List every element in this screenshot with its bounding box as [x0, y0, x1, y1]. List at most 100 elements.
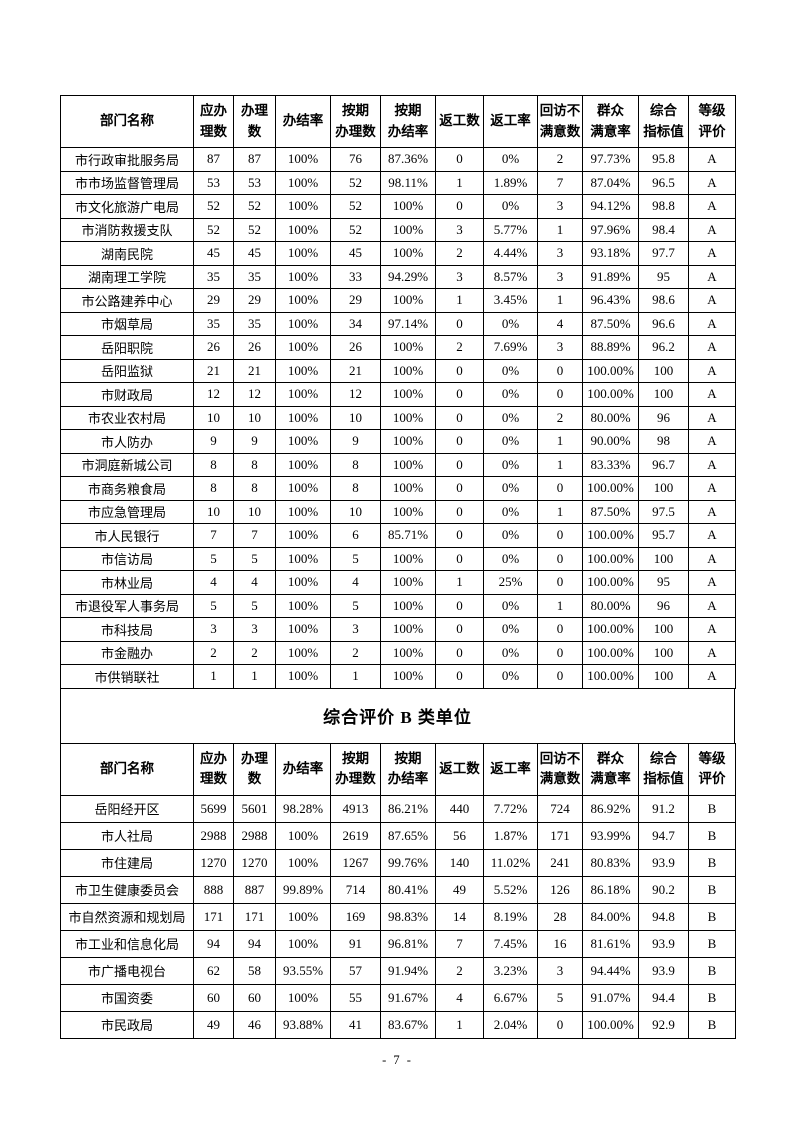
value-cell: 100% — [275, 821, 331, 850]
column-header: 综合 指标值 — [638, 742, 689, 796]
section-b-title: 综合评价 B 类单位 — [323, 708, 472, 727]
value-cell: 100.00% — [582, 358, 639, 383]
table-row: 岳阳经开区 5699 5601 98.28% 4913 86.21% 440 7.72% 724… — [60, 794, 736, 823]
value-cell: 25% — [483, 570, 538, 595]
value-cell: 93.18% — [582, 241, 639, 266]
value-cell: 45 — [233, 241, 276, 266]
value-cell: 0% — [483, 311, 538, 336]
value-cell: 0 — [435, 452, 484, 477]
value-cell: 1.89% — [483, 170, 538, 195]
department-name-cell: 市退役军人事务局 — [60, 593, 194, 618]
value-cell: 100% — [275, 848, 331, 877]
value-cell: 2 — [435, 335, 484, 360]
value-cell: 100% — [275, 593, 331, 618]
value-cell: 888 — [193, 875, 234, 904]
table-row: 岳阳职院 26 26 100% 26 100% 2 7.69% 3 88.89% 96.2 A — [60, 335, 736, 360]
value-cell: 46 — [233, 1010, 276, 1039]
department-name-cell: 市农业农村局 — [60, 405, 194, 430]
value-cell: B — [688, 875, 736, 904]
value-cell: 2988 — [193, 821, 234, 850]
value-cell: B — [688, 794, 736, 823]
table-row: 市人社局 2988 2988 100% 2619 87.65% 56 1.87% 171 93.9… — [60, 821, 736, 850]
column-header: 应办 理数 — [193, 742, 234, 796]
value-cell: 96.43% — [582, 288, 639, 313]
value-cell: 140 — [435, 848, 484, 877]
value-cell: 3 — [330, 617, 381, 642]
value-cell: 100% — [275, 476, 331, 501]
value-cell: 96.7 — [638, 452, 689, 477]
value-cell: 29 — [193, 288, 234, 313]
value-cell: 0 — [537, 523, 583, 548]
value-cell: 2 — [435, 241, 484, 266]
value-cell: 7 — [435, 929, 484, 958]
value-cell: 0% — [483, 476, 538, 501]
value-cell: 1 — [537, 593, 583, 618]
value-cell: 87 — [233, 147, 276, 172]
value-cell: 98.83% — [380, 902, 436, 931]
value-cell: 45 — [330, 241, 381, 266]
value-cell: 98.4 — [638, 217, 689, 242]
value-cell: 8 — [330, 476, 381, 501]
value-cell: 100% — [380, 241, 436, 266]
value-cell: 1 — [193, 664, 234, 689]
value-cell: 0 — [537, 382, 583, 407]
value-cell: 4913 — [330, 794, 381, 823]
value-cell: 0% — [483, 664, 538, 689]
value-cell: 96 — [638, 405, 689, 430]
value-cell: 0% — [483, 617, 538, 642]
value-cell: 0 — [435, 617, 484, 642]
value-cell: 92.9 — [638, 1010, 689, 1039]
department-name-cell: 市工业和信息化局 — [60, 929, 194, 958]
table-row: 市洞庭新城公司 8 8 100% 8 100% 0 0% 1 83.33% 96.7 A — [60, 452, 736, 477]
value-cell: 60 — [193, 983, 234, 1012]
value-cell: 1 — [537, 429, 583, 454]
value-cell: 0 — [537, 617, 583, 642]
value-cell: 5 — [330, 546, 381, 571]
value-cell: 100% — [275, 429, 331, 454]
value-cell: 21 — [233, 358, 276, 383]
value-cell: 0 — [435, 429, 484, 454]
table-row: 市林业局 4 4 100% 4 100% 1 25% 0 100.00% 95 A — [60, 570, 736, 595]
value-cell: 0 — [537, 546, 583, 571]
value-cell: 2 — [537, 405, 583, 430]
value-cell: 94.4 — [638, 983, 689, 1012]
value-cell: 100% — [380, 429, 436, 454]
value-cell: 100 — [638, 358, 689, 383]
table-row: 市信访局 5 5 100% 5 100% 0 0% 0 100.00% 100 A — [60, 546, 736, 571]
value-cell: 100% — [380, 335, 436, 360]
value-cell: 2 — [193, 640, 234, 665]
department-name-cell: 市国资委 — [60, 983, 194, 1012]
value-cell: 100 — [638, 617, 689, 642]
value-cell: 100.00% — [582, 664, 639, 689]
value-cell: 49 — [193, 1010, 234, 1039]
value-cell: 81.61% — [582, 929, 639, 958]
value-cell: 100% — [380, 664, 436, 689]
value-cell: 29 — [233, 288, 276, 313]
value-cell: 1 — [537, 288, 583, 313]
table-row: 市供销联社 1 1 100% 1 100% 0 0% 0 100.00% 100 A — [60, 664, 736, 689]
value-cell: 100% — [275, 640, 331, 665]
value-cell: 7 — [193, 523, 234, 548]
value-cell: 0 — [435, 664, 484, 689]
value-cell: 100% — [380, 476, 436, 501]
table-row: 市国资委 60 60 100% 55 91.67% 4 6.67% 5 91.07% 94.4 B — [60, 983, 736, 1012]
value-cell: 5.77% — [483, 217, 538, 242]
value-cell: 52 — [193, 217, 234, 242]
value-cell: 33 — [330, 264, 381, 289]
class-a-table: 部门名称 应办 理数 办理 数办结率 按期 办理数 按期 办结率 返工数 返工率 回访不 满意… — [60, 95, 736, 689]
value-cell: 3 — [193, 617, 234, 642]
value-cell: 0 — [435, 358, 484, 383]
value-cell: 80.00% — [582, 405, 639, 430]
value-cell: 91.89% — [582, 264, 639, 289]
value-cell: 100% — [275, 523, 331, 548]
value-cell: 4 — [193, 570, 234, 595]
value-cell: 4 — [330, 570, 381, 595]
value-cell: 5 — [193, 546, 234, 571]
department-name-cell: 市公路建养中心 — [60, 288, 194, 313]
table-row: 市金融办 2 2 100% 2 100% 0 0% 0 100.00% 100 A — [60, 640, 736, 665]
column-header: 回访不 满意数 — [537, 95, 583, 148]
value-cell: 3 — [537, 194, 583, 219]
value-cell: 440 — [435, 794, 484, 823]
value-cell: 100% — [380, 194, 436, 219]
